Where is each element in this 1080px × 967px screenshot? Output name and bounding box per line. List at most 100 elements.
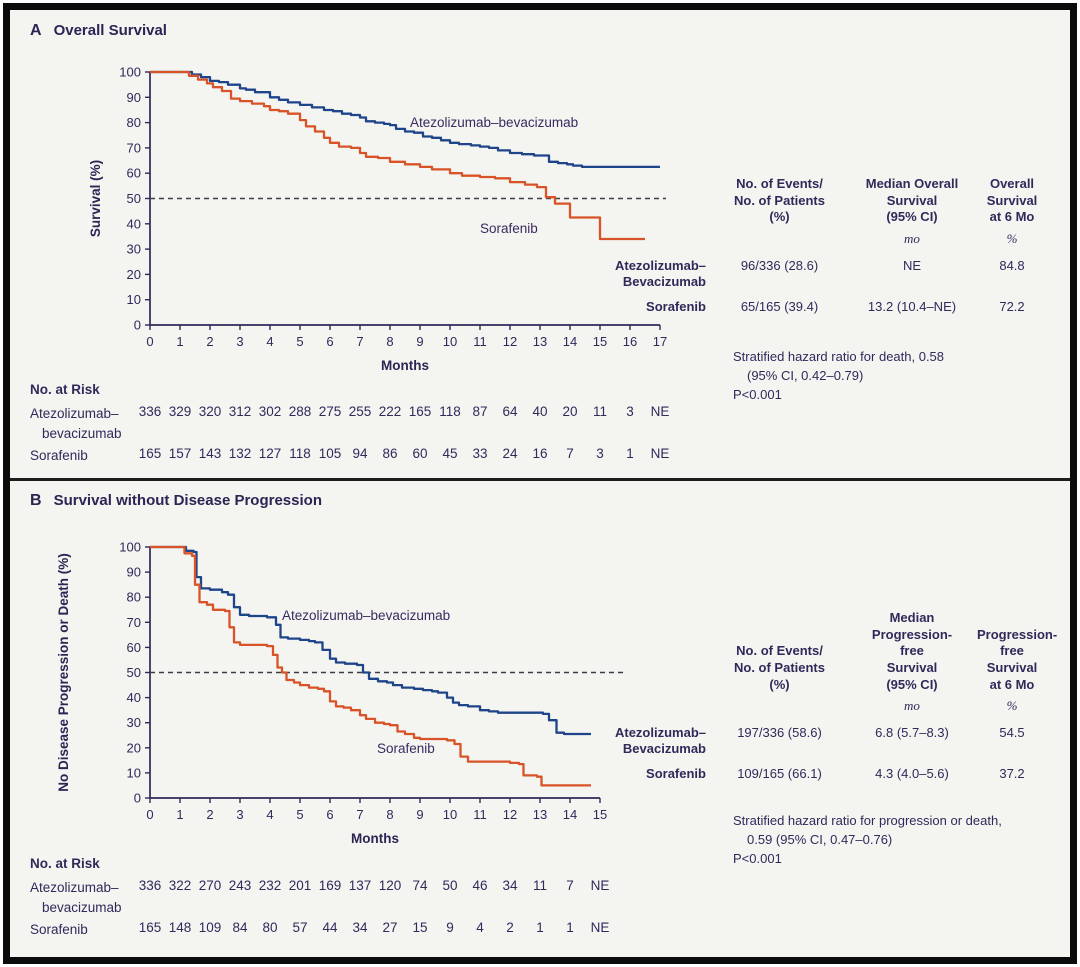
panel-b-title-text: Survival without Disease Progression bbox=[53, 492, 322, 509]
y-tick-label: 40 bbox=[127, 216, 141, 231]
panel-b-letter: B bbox=[30, 492, 42, 509]
risk-value: 64 bbox=[502, 404, 518, 419]
risk-value: 86 bbox=[382, 446, 398, 461]
unit-percent: % bbox=[1006, 230, 1018, 246]
panel-b-risk-table: No. at Risk Atezolizumab– bevacizumab 33… bbox=[10, 856, 730, 952]
risk-value: 165 bbox=[138, 446, 162, 461]
x-tick-label: 11 bbox=[473, 334, 487, 349]
col-header-median: Median Overall Survival (95% CI) bbox=[865, 176, 959, 225]
risk-value: 46 bbox=[472, 878, 488, 893]
risk-value: 109 bbox=[198, 920, 222, 935]
x-tick-label: 3 bbox=[236, 807, 243, 822]
x-tick-label: 14 bbox=[563, 334, 577, 349]
km-curve-sorafenib bbox=[150, 70, 645, 241]
risk-value: 302 bbox=[258, 404, 282, 419]
risk-value: 11 bbox=[532, 878, 547, 893]
hazard-line: (95% CI, 0.42–0.79) bbox=[747, 367, 864, 383]
km-curve-atezolizumab-bevacizumab bbox=[150, 545, 591, 736]
y-tick-label: 10 bbox=[127, 765, 141, 780]
risk-table-header: No. at Risk bbox=[30, 382, 100, 397]
median-value: NE bbox=[902, 257, 922, 273]
risk-value: 120 bbox=[378, 878, 402, 893]
x-tick-label: 15 bbox=[593, 334, 607, 349]
x-tick-label: 4 bbox=[266, 334, 273, 349]
risk-value: 312 bbox=[228, 404, 252, 419]
col-header-pfs-at6mo: Progression- free Survival at 6 Mo bbox=[977, 626, 1058, 692]
panel-a-hazard-note: Stratified hazard ratio for death, 0.58 … bbox=[733, 348, 1073, 405]
x-tick-label: 13 bbox=[533, 807, 547, 822]
risk-value: 255 bbox=[348, 404, 372, 419]
x-tick-label: 11 bbox=[473, 807, 487, 822]
events-value: 96/336 (28.6) bbox=[740, 257, 819, 273]
risk-value: 45 bbox=[442, 446, 458, 461]
x-tick-label: 5 bbox=[296, 807, 303, 822]
km-curve-atezolizumab-bevacizumab bbox=[150, 70, 660, 169]
risk-value: 132 bbox=[228, 446, 252, 461]
unit-blank bbox=[712, 228, 847, 256]
risk-value: NE bbox=[650, 404, 670, 419]
at6mo-value: 72.2 bbox=[999, 298, 1025, 314]
risk-value: 20 bbox=[562, 404, 578, 419]
x-tick-label: 2 bbox=[206, 334, 213, 349]
x-tick-label: 3 bbox=[236, 334, 243, 349]
risk-value: 87 bbox=[472, 404, 488, 419]
risk-table-header: No. at Risk bbox=[30, 856, 100, 871]
y-tick-label: 90 bbox=[127, 565, 141, 580]
risk-value: 15 bbox=[412, 920, 428, 935]
median-value: 4.3 (4.0–5.6) bbox=[875, 766, 949, 781]
risk-row-label-sorafenib: Sorafenib bbox=[30, 922, 88, 937]
y-tick-label: 70 bbox=[127, 615, 141, 630]
x-tick-label: 12 bbox=[503, 334, 517, 349]
risk-value: 16 bbox=[532, 446, 548, 461]
risk-row-label-atezolizumab: Atezolizumab– bevacizumab bbox=[30, 406, 122, 442]
at6mo-value: 37.2 bbox=[999, 766, 1025, 781]
risk-value: 27 bbox=[382, 920, 398, 935]
y-tick-label: 0 bbox=[134, 791, 141, 806]
risk-value: 1 bbox=[536, 920, 544, 935]
x-tick-label: 13 bbox=[533, 334, 547, 349]
risk-value: 50 bbox=[442, 878, 458, 893]
risk-value: 9 bbox=[446, 920, 454, 935]
x-tick-label: 17 bbox=[653, 334, 667, 349]
y-axis-title: No Disease Progression or Death (%) bbox=[56, 553, 71, 792]
panel-b-hazard-note: Stratified hazard ratio for progression … bbox=[733, 812, 1073, 869]
risk-value: 320 bbox=[198, 404, 222, 419]
x-tick-label: 10 bbox=[443, 807, 457, 822]
risk-value: 44 bbox=[322, 920, 338, 935]
risk-value: 165 bbox=[408, 404, 432, 419]
y-tick-label: 50 bbox=[127, 665, 141, 680]
risk-value: 34 bbox=[502, 878, 518, 893]
risk-value: 1 bbox=[626, 446, 634, 461]
y-tick-label: 0 bbox=[134, 318, 141, 333]
risk-value: 74 bbox=[412, 878, 428, 893]
unit-blank bbox=[712, 695, 847, 723]
x-tick-label: 14 bbox=[563, 807, 577, 822]
y-tick-label: 30 bbox=[127, 242, 141, 257]
curve-label-atezolizumab-bevacizumab: Atezolizumab–bevacizumab bbox=[410, 115, 578, 130]
median-value: 13.2 (10.4–NE) bbox=[867, 298, 957, 314]
row-label-atezolizumab: Atezolizumab– Bevacizumab bbox=[614, 257, 706, 290]
x-tick-label: 7 bbox=[356, 334, 363, 349]
risk-value: 80 bbox=[262, 920, 278, 935]
hazard-pvalue: P<0.001 bbox=[733, 850, 782, 866]
risk-value: 118 bbox=[439, 404, 461, 419]
y-tick-label: 80 bbox=[127, 590, 141, 605]
x-tick-label: 7 bbox=[356, 807, 363, 822]
x-tick-label: 1 bbox=[176, 334, 183, 349]
risk-value: 143 bbox=[198, 446, 222, 461]
y-tick-label: 20 bbox=[127, 267, 141, 282]
y-tick-label: 100 bbox=[119, 65, 141, 80]
y-tick-label: 70 bbox=[127, 140, 141, 155]
risk-value: 24 bbox=[502, 446, 518, 461]
panel-a-risk-table: No. at Risk Atezolizumab– bevacizumab 33… bbox=[10, 382, 730, 478]
curve-label-sorafenib: Sorafenib bbox=[480, 221, 538, 236]
x-axis-title: Months bbox=[381, 358, 429, 373]
risk-value: 165 bbox=[138, 920, 162, 935]
risk-value: 137 bbox=[348, 878, 372, 893]
unit-months: mo bbox=[904, 698, 920, 714]
risk-value: 275 bbox=[318, 404, 342, 419]
panel-a-title: A Overall Survival bbox=[30, 22, 167, 40]
risk-value: 7 bbox=[566, 878, 574, 893]
